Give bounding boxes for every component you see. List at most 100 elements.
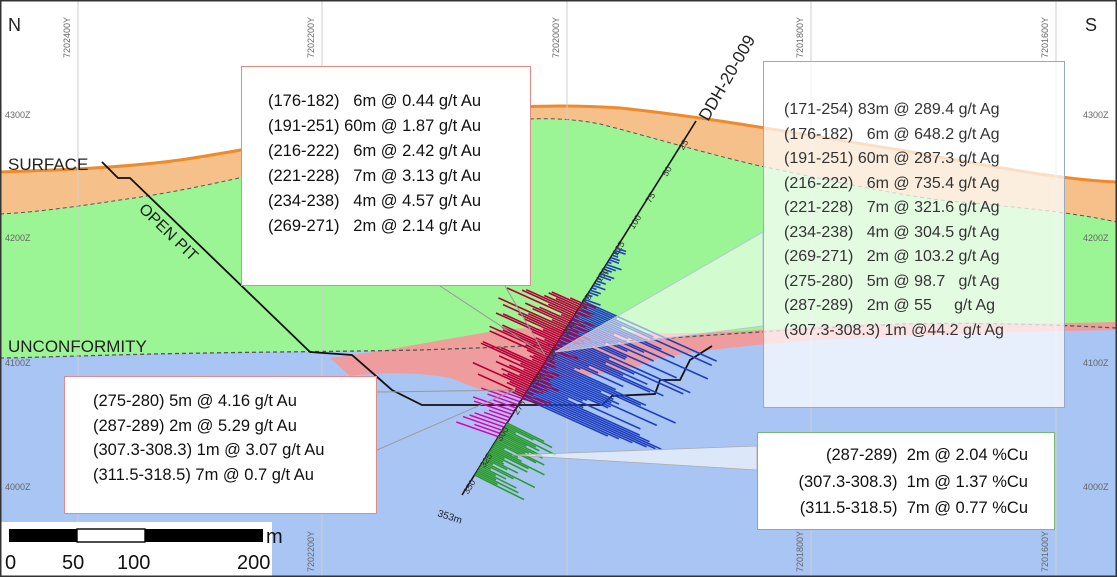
au-histogram-bar — [569, 321, 586, 328]
scale-tick-200: 200 — [237, 552, 270, 574]
ag-histogram-bar — [529, 385, 641, 436]
ag-histogram-bar — [554, 346, 664, 397]
ag-histogram-bar — [550, 352, 624, 388]
au-histogram-bar — [472, 361, 530, 389]
elevation-label-left: 4000Z — [5, 482, 31, 492]
cu-histogram-bar — [483, 459, 494, 466]
au-histogram-bar — [539, 306, 572, 322]
au-histogram-bar — [523, 368, 538, 377]
au-histogram-bar — [489, 325, 551, 355]
cu-histogram-bar — [477, 469, 497, 481]
au-histogram-bar — [573, 315, 579, 319]
cu-histogram-bar — [489, 450, 505, 460]
cu-callout: (287-289) 2m @ 2.04 %Cu (307.3-308.3) 1m… — [757, 432, 1055, 530]
au-histogram-bar — [569, 297, 583, 304]
au-histogram-bar — [565, 327, 579, 334]
au-histogram-bar — [502, 372, 531, 387]
cu-histogram-bar — [499, 434, 543, 457]
cu-histogram-bar — [478, 466, 497, 477]
ag-histogram-bar — [589, 289, 602, 295]
cu-histogram-bar — [491, 446, 522, 463]
ag-histogram-bar — [604, 266, 617, 272]
au-histogram-bar — [501, 326, 554, 351]
au-histogram-bar — [524, 302, 570, 324]
cu-histogram-bar — [484, 457, 508, 471]
callout-line: (176-182) 6m @ 648.2 g/t Ag — [784, 125, 1000, 143]
cu-histogram-bar — [480, 463, 492, 470]
au-histogram-bar — [501, 367, 533, 384]
leader-line-au-lower — [376, 389, 516, 393]
scale-tick-100: 100 — [117, 552, 150, 574]
au-histogram-bar — [507, 389, 524, 398]
ag-histogram-bar — [584, 298, 601, 306]
au-histogram-bar — [571, 318, 596, 327]
cu-histogram-bar — [485, 456, 519, 474]
cu-histogram-bar — [494, 441, 537, 464]
cu-histogram-bar — [504, 425, 534, 441]
ag-histogram-bar — [610, 256, 620, 262]
au-histogram-bar — [509, 380, 529, 391]
au-histogram — [472, 287, 597, 406]
ag-histogram-bar — [538, 371, 658, 427]
cu-histogram-bar — [490, 447, 545, 476]
cu-histogram-bar — [487, 453, 504, 463]
callout-line: (216-222) 6m @ 2.42 g/t Au — [268, 142, 482, 160]
au-histogram-bar — [543, 362, 557, 368]
ag-histogram-bar — [546, 357, 617, 391]
au-histogram-bar — [532, 307, 569, 326]
au-histogram-bar — [507, 372, 532, 386]
au-histogram-bar — [527, 312, 566, 331]
ag-histogram-bar — [611, 254, 619, 259]
au-histogram-bar — [502, 303, 565, 333]
cu-histogram — [474, 422, 557, 501]
callout-line: (216-222) 6m @ 735.4 g/t Ag — [784, 174, 1000, 192]
cu-histogram-bar — [481, 462, 514, 480]
au-histogram-bar — [535, 375, 551, 382]
au-histogram-bar — [545, 359, 556, 364]
cu-histogram-bar — [503, 428, 557, 456]
northing-label-bottom: 7201800Y — [795, 531, 805, 572]
elevation-label-left: 4300Z — [5, 110, 31, 120]
au-histogram-bar — [533, 354, 547, 362]
callout-line: (176-182) 6m @ 0.44 g/t Au — [268, 92, 482, 110]
au-low-histogram-bar — [483, 411, 509, 422]
leader-line-au-upper-2 — [504, 285, 546, 356]
cu-histogram-bar — [475, 472, 498, 486]
scale-tick-50: 50 — [62, 552, 84, 574]
ag-histogram-bar — [551, 351, 599, 374]
au-low-histogram-bar — [474, 423, 501, 435]
ag-callout: (171-254) 83m @ 289.4 g/t Ag (176-182) 6… — [763, 61, 1065, 408]
cu-histogram-bar — [477, 468, 517, 489]
au-histogram-bar — [508, 364, 537, 378]
au-histogram-bar — [480, 342, 541, 371]
au-histogram-bar — [523, 318, 563, 337]
cu-histogram-bar — [503, 426, 517, 434]
au-histogram-bar — [549, 353, 557, 357]
au-histogram-bar — [551, 291, 582, 306]
ag-histogram-bar — [587, 294, 593, 298]
unconformity-line — [0, 322, 1117, 359]
cu-histogram-bar — [497, 437, 530, 454]
leader-line-au-upper — [439, 285, 546, 356]
au-histogram-bar — [500, 346, 543, 368]
leader-line-au-lower-2 — [376, 389, 516, 451]
au-low-histogram — [456, 387, 523, 438]
cu-histogram-bar — [488, 451, 528, 473]
cu-histogram-bar — [490, 449, 529, 470]
open-pit-outline — [101, 161, 713, 406]
northing-label-top: 7202000Y — [551, 17, 561, 58]
cu-histogram-bar — [476, 471, 519, 494]
callout-line: (269-271) 2m @ 2.14 g/t Au — [268, 217, 482, 235]
au-lower-callout: (275-280) 5m @ 4.16 g/t Au (287-289) 2m … — [64, 376, 377, 514]
callout-line: (311.5-318.5) 7m @ 0.7 g/t Au — [93, 465, 314, 484]
drillhole-name: DDH-20-009 — [695, 32, 759, 124]
elevation-label-right: 4300Z — [1083, 110, 1109, 120]
au-histogram-bar — [579, 305, 588, 310]
au-low-histogram-bar — [462, 415, 503, 432]
au-histogram-bar — [518, 313, 564, 335]
cu-histogram-bar — [505, 423, 553, 449]
cu-histogram-bar — [500, 432, 527, 447]
au-histogram-bar — [525, 288, 577, 313]
au-histogram-bar — [560, 313, 573, 321]
